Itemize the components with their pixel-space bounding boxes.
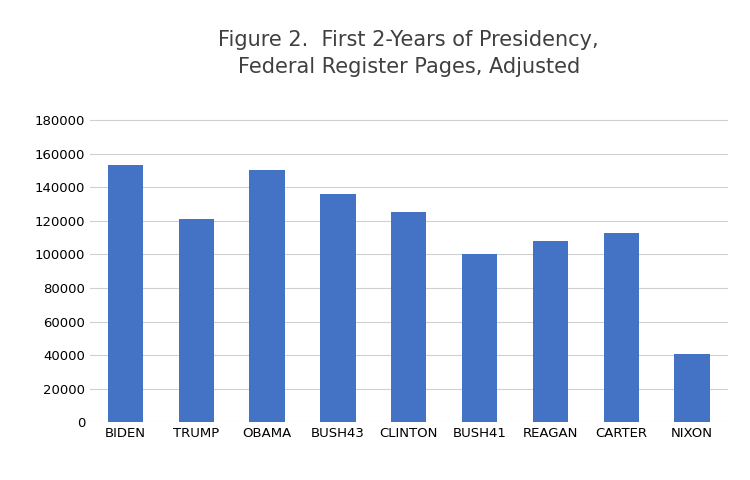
Bar [391,212,427,422]
Bar [108,165,143,422]
Bar [320,194,356,422]
Bar [674,353,710,422]
Bar [249,170,285,422]
Bar [462,254,497,422]
Bar [178,219,214,422]
Title: Figure 2.  First 2-Years of Presidency,
Federal Register Pages, Adjusted: Figure 2. First 2-Years of Presidency, F… [218,30,599,76]
Bar [532,241,568,422]
Bar [604,233,639,422]
